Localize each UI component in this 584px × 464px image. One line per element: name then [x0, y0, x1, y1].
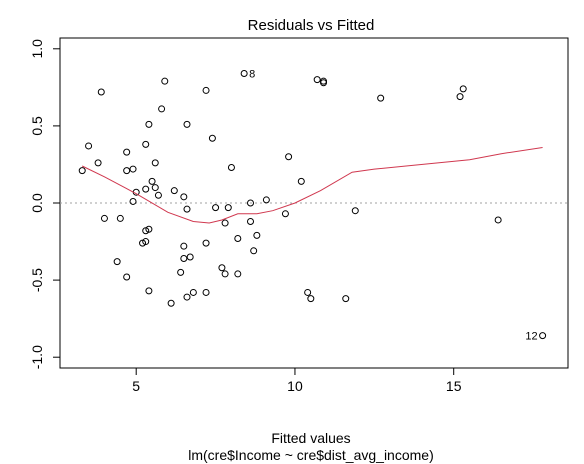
data-point [227, 164, 235, 172]
data-point [97, 88, 105, 96]
chart-title: Residuals vs Fitted [248, 17, 375, 34]
x-tick-label: 5 [132, 378, 140, 394]
data-point [94, 159, 102, 167]
data-point [142, 185, 150, 193]
chart-subtitle: lm(cre$Income ~ cre$dist_avg_income) [188, 447, 434, 463]
data-point [161, 77, 169, 85]
point-annotation: 12 [525, 331, 537, 343]
data-point [180, 242, 188, 250]
data-point [78, 167, 86, 175]
data-point [342, 295, 350, 303]
y-tick-label: 1.0 [29, 39, 45, 59]
data-point [202, 288, 210, 296]
data-point [189, 288, 197, 296]
data-point [145, 120, 153, 128]
data-point [180, 193, 188, 201]
data-point [285, 153, 293, 161]
data-point [221, 270, 229, 278]
data-point [202, 86, 210, 94]
data-point [142, 238, 150, 246]
data-point [145, 225, 153, 233]
data-point [262, 196, 270, 204]
data-point [145, 287, 153, 295]
data-point [456, 93, 464, 101]
data-point [494, 216, 502, 224]
data-point [151, 159, 159, 167]
data-point [183, 293, 191, 301]
data-point [183, 205, 191, 213]
data-point [202, 239, 210, 247]
data-point [221, 219, 229, 227]
data-point [129, 197, 137, 205]
x-axis-ticks: 5 10 15 [132, 368, 462, 394]
x-tick-label: 10 [287, 378, 303, 394]
data-point [250, 247, 258, 255]
data-point [539, 332, 547, 340]
data-points [78, 69, 547, 340]
data-point [186, 253, 194, 261]
data-point [167, 299, 175, 307]
data-point [142, 140, 150, 148]
data-point [154, 191, 162, 199]
point-annotation: 8 [249, 68, 255, 80]
data-point [208, 134, 216, 142]
data-point [113, 258, 121, 266]
y-tick-label: 0.5 [29, 116, 45, 136]
data-point [212, 204, 220, 212]
data-point [281, 210, 289, 218]
x-tick-label: 15 [446, 378, 462, 394]
data-point [297, 177, 305, 185]
data-point [116, 214, 124, 222]
data-point [180, 255, 188, 263]
data-point [224, 204, 232, 212]
data-point [253, 231, 261, 239]
data-point [247, 218, 254, 226]
data-point [240, 69, 248, 77]
y-tick-label: 0.0 [29, 193, 45, 213]
data-point [177, 268, 185, 276]
data-point [151, 184, 159, 192]
x-axis-label: Fitted values [271, 430, 350, 446]
y-axis-ticks: -1.0 -0.5 0.0 0.5 1.0 [29, 39, 60, 369]
data-point [307, 295, 315, 303]
data-point [158, 105, 166, 113]
data-point [100, 214, 108, 222]
data-point [123, 273, 131, 281]
data-point [234, 270, 242, 278]
data-point [123, 148, 131, 156]
data-point [218, 264, 226, 272]
data-point [129, 165, 137, 173]
data-point [123, 167, 131, 175]
y-tick-label: -1.0 [29, 345, 45, 369]
data-point [459, 85, 467, 93]
data-point [85, 142, 93, 150]
data-point [377, 94, 385, 102]
data-point [320, 79, 328, 87]
y-tick-label: -0.5 [29, 268, 45, 292]
data-point [304, 288, 312, 296]
data-point [351, 207, 359, 215]
data-point [148, 177, 156, 185]
data-point [234, 234, 242, 242]
data-point [183, 120, 191, 128]
data-point [313, 76, 321, 84]
smooth-line [81, 147, 543, 224]
data-point [170, 187, 178, 195]
data-point [247, 199, 254, 207]
point-annotations: 8 12 [249, 68, 537, 342]
